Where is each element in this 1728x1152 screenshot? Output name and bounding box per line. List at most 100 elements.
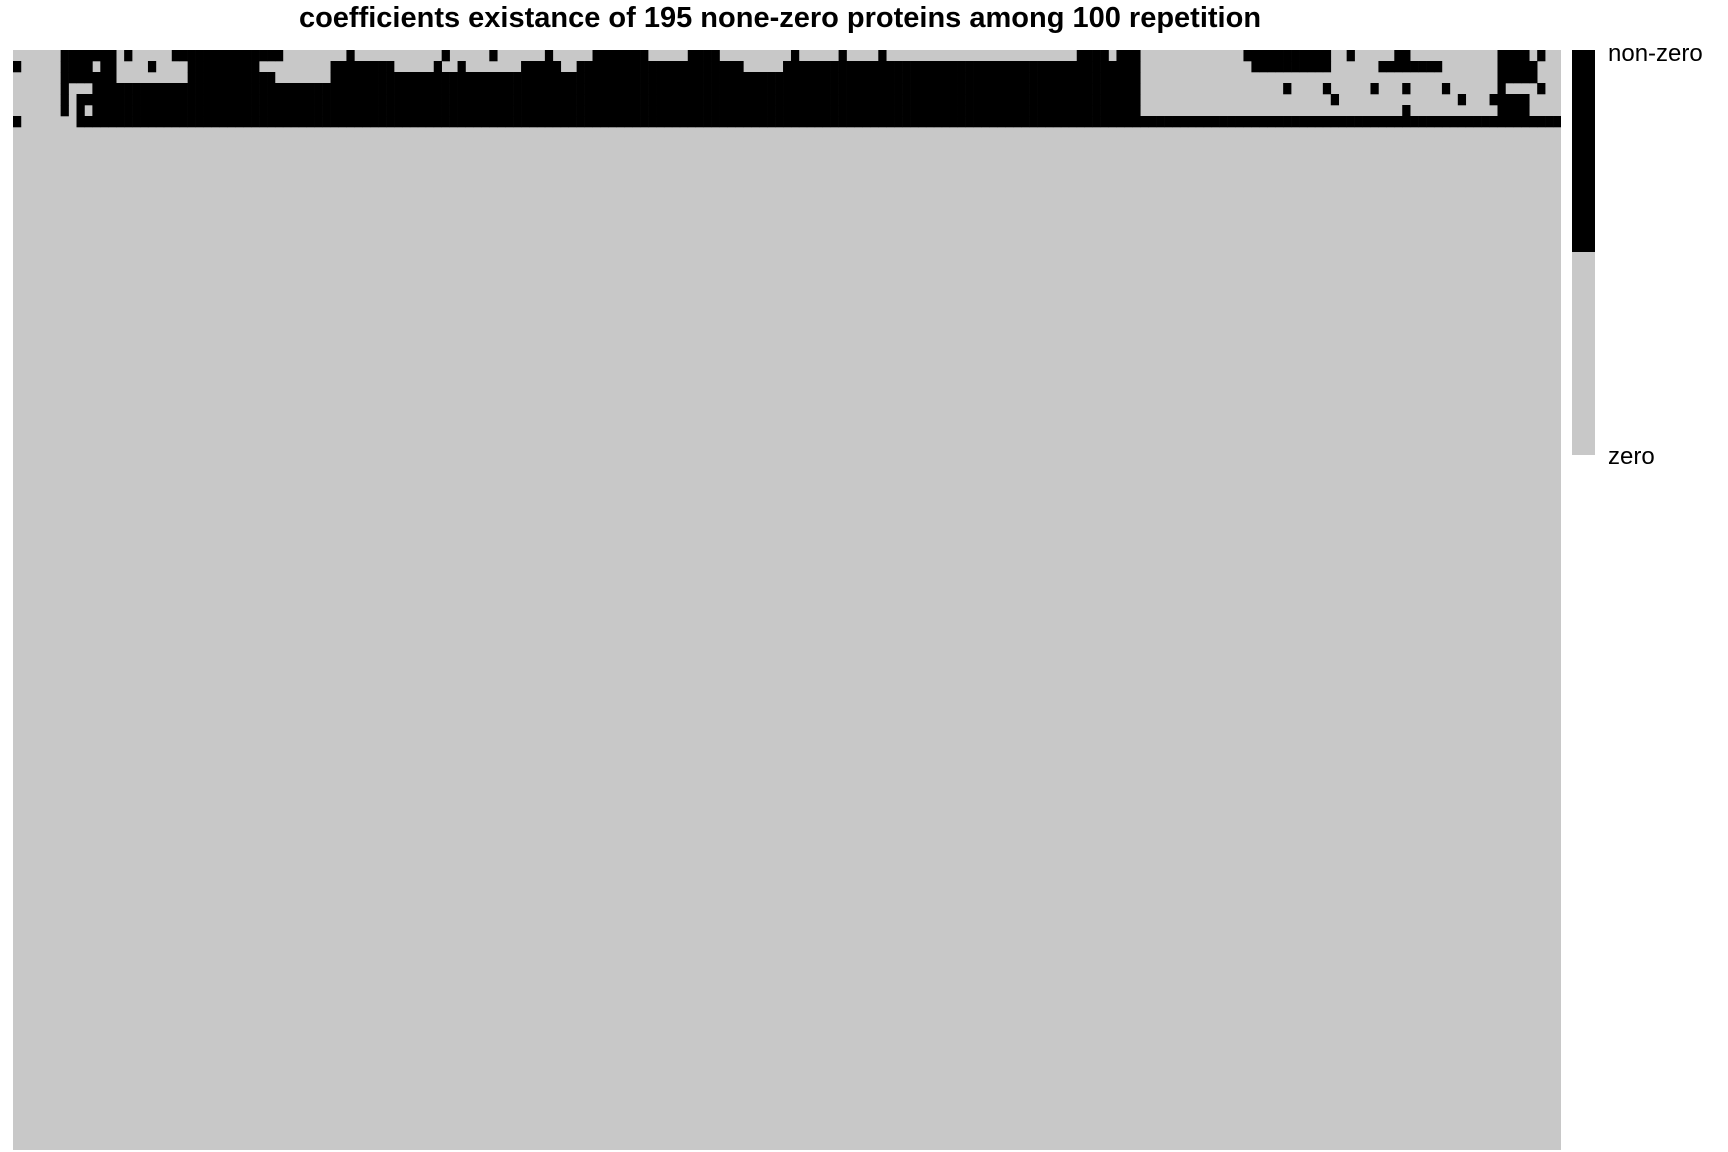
heatmap-cell-nonzero <box>735 116 744 128</box>
heatmap-cell-nonzero <box>886 83 895 95</box>
heatmap-cell-nonzero <box>1092 83 1101 95</box>
heatmap-cell-nonzero <box>600 72 609 84</box>
heatmap-cell-nonzero <box>949 105 958 117</box>
heatmap-cell-nonzero <box>267 72 276 84</box>
heatmap-cell-nonzero <box>806 83 816 95</box>
heatmap-cell-nonzero <box>656 116 665 128</box>
heatmap-cell-nonzero <box>1005 83 1014 95</box>
heatmap-cell-nonzero <box>274 94 284 106</box>
heatmap-cell-nonzero <box>838 83 847 95</box>
heatmap-cell-nonzero <box>727 116 736 128</box>
heatmap-cell-nonzero <box>195 61 204 73</box>
heatmap-cell-nonzero <box>203 83 212 95</box>
heatmap-cell-nonzero <box>632 50 641 62</box>
heatmap-cell-nonzero <box>370 116 379 128</box>
heatmap-cell-nonzero <box>521 116 530 128</box>
heatmap-cell-nonzero <box>600 105 609 117</box>
heatmap-cell-nonzero <box>290 105 300 117</box>
heatmap-cell-nonzero <box>179 116 188 128</box>
heatmap-cell-nonzero <box>1140 116 1149 128</box>
heatmap-cell-nonzero <box>1529 116 1538 128</box>
heatmap-cell-nonzero <box>243 105 252 117</box>
heatmap-cell-nonzero <box>1045 61 1054 73</box>
heatmap-cell-nonzero <box>1037 83 1046 95</box>
heatmap-cell-nonzero <box>124 116 133 128</box>
heatmap-cell-nonzero <box>92 105 101 117</box>
heatmap-cell-nonzero <box>449 105 458 117</box>
heatmap-cell-nonzero <box>1283 50 1292 62</box>
heatmap-cell-nonzero <box>592 83 601 95</box>
heatmap-cell-nonzero <box>1402 50 1411 62</box>
heatmap-cell-nonzero <box>497 72 506 84</box>
heatmap-cell-nonzero <box>1354 116 1363 128</box>
heatmap-cell-nonzero <box>1076 83 1085 95</box>
heatmap-cell-nonzero <box>330 83 339 95</box>
heatmap-cell-nonzero <box>719 116 728 128</box>
heatmap-cell-nonzero <box>521 83 530 95</box>
heatmap-cell-nonzero <box>163 83 173 95</box>
heatmap-cell-nonzero <box>679 72 689 84</box>
heatmap-cell-nonzero <box>965 83 974 95</box>
heatmap-cell-nonzero <box>298 83 308 95</box>
heatmap-cell-nonzero <box>695 83 704 95</box>
heatmap-cell-nonzero <box>529 105 538 117</box>
heatmap-cell-nonzero <box>1322 50 1332 62</box>
heatmap-cell-nonzero <box>100 61 109 73</box>
heatmap-cell-nonzero <box>116 116 125 128</box>
heatmap-cell-nonzero <box>1378 116 1387 128</box>
heatmap-cell-nonzero <box>108 83 117 95</box>
heatmap-cell-nonzero <box>330 116 339 128</box>
heatmap-cell-nonzero <box>695 105 704 117</box>
heatmap-cell-nonzero <box>616 94 625 106</box>
heatmap-cell-nonzero <box>290 94 300 106</box>
heatmap-cell-nonzero <box>1513 72 1522 84</box>
heatmap-cell-nonzero <box>576 83 585 95</box>
heatmap-cell-nonzero <box>211 116 220 128</box>
heatmap-cell-nonzero <box>822 94 831 106</box>
heatmap-cell-nonzero <box>124 50 133 62</box>
heatmap-cell-nonzero <box>759 116 768 128</box>
heatmap-cell-nonzero <box>973 116 982 128</box>
heatmap-cell-nonzero <box>338 83 347 95</box>
heatmap-cell-nonzero <box>783 72 792 84</box>
heatmap-cell-nonzero <box>965 116 974 128</box>
heatmap-cell-nonzero <box>362 61 371 73</box>
heatmap-cell-nonzero <box>910 61 919 73</box>
heatmap-cell-nonzero <box>846 72 855 84</box>
heatmap-cell-nonzero <box>116 83 125 95</box>
heatmap-cell-nonzero <box>1465 116 1474 128</box>
heatmap-cell-nonzero <box>1275 116 1284 128</box>
heatmap-cell-nonzero <box>147 94 157 106</box>
heatmap-cell-nonzero <box>600 50 609 62</box>
heatmap-cell-nonzero <box>798 72 808 84</box>
heatmap-cell-nonzero <box>132 94 141 106</box>
heatmap-cell-nonzero <box>259 105 268 117</box>
heatmap-cell-nonzero <box>1521 94 1530 106</box>
heatmap-cell-nonzero <box>1068 116 1078 128</box>
heatmap-cell-nonzero <box>711 83 720 95</box>
heatmap-cell-nonzero <box>1124 61 1133 73</box>
heatmap-cell-nonzero <box>76 116 85 128</box>
heatmap-cell-nonzero <box>727 94 736 106</box>
heatmap-cell-nonzero <box>378 61 387 73</box>
heatmap-cell-nonzero <box>965 61 974 73</box>
heatmap-cell-nonzero <box>798 83 808 95</box>
heatmap-cell-nonzero <box>346 72 355 84</box>
heatmap-cell-nonzero <box>830 83 839 95</box>
heatmap-cell-nonzero <box>806 116 816 128</box>
heatmap-cell-nonzero <box>886 105 895 117</box>
heatmap-cell-nonzero <box>1291 50 1300 62</box>
heatmap-cell-nonzero <box>1076 72 1085 84</box>
heatmap-cell-nonzero <box>529 61 538 73</box>
heatmap-cell-nonzero <box>981 94 990 106</box>
heatmap-cell-nonzero <box>703 83 712 95</box>
heatmap-cell-nonzero <box>1521 61 1530 73</box>
heatmap-cell-nonzero <box>219 72 228 84</box>
heatmap-cell-nonzero <box>1410 61 1419 73</box>
heatmap-cell-nonzero <box>417 116 427 128</box>
heatmap-cell-nonzero <box>648 116 657 128</box>
heatmap-cell-nonzero <box>632 94 641 106</box>
heatmap-cell-nonzero <box>227 105 236 117</box>
heatmap-cell-nonzero <box>806 94 816 106</box>
heatmap-cell-nonzero <box>767 116 776 128</box>
